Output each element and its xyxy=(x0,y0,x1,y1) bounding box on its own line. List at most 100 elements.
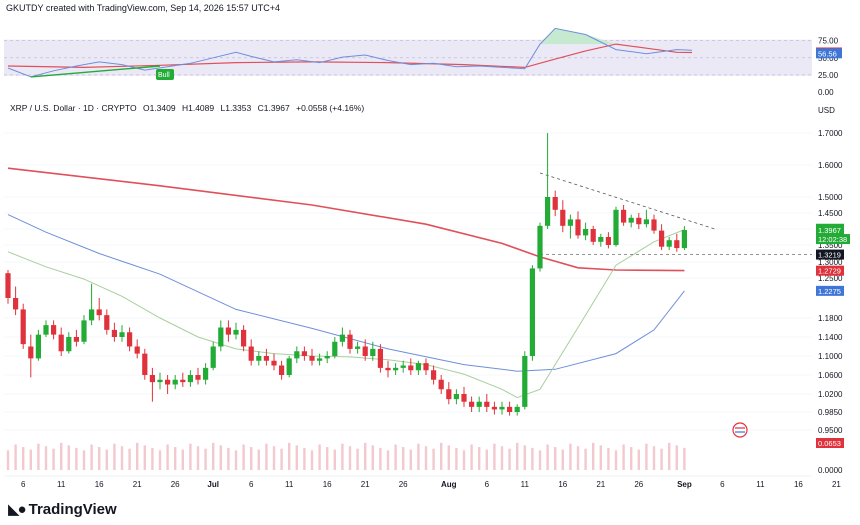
candle-body[interactable] xyxy=(453,394,459,400)
candle-body[interactable] xyxy=(575,219,581,236)
candle-body[interactable] xyxy=(469,401,475,407)
descending-trend-line[interactable] xyxy=(539,172,715,230)
candle-body[interactable] xyxy=(43,325,49,335)
candle-body[interactable] xyxy=(317,358,323,361)
candle-body[interactable] xyxy=(248,346,254,361)
candle-body[interactable] xyxy=(355,346,361,349)
candle-body[interactable] xyxy=(81,320,87,342)
candle-body[interactable] xyxy=(583,229,589,236)
candle-body[interactable] xyxy=(674,240,680,249)
candle-body[interactable] xyxy=(507,406,513,412)
candle-body[interactable] xyxy=(339,334,345,342)
candle-body[interactable] xyxy=(66,337,72,352)
symbol-name[interactable]: XRP / U.S. Dollar · 1D · CRYPTO xyxy=(10,103,137,113)
candle-body[interactable] xyxy=(446,389,452,400)
us-flag-icon[interactable] xyxy=(732,422,748,438)
candle-body[interactable] xyxy=(5,273,11,298)
time-tick-label: 6 xyxy=(249,480,254,489)
candle-body[interactable] xyxy=(560,209,566,226)
candle-body[interactable] xyxy=(499,406,505,410)
candle-body[interactable] xyxy=(438,379,444,390)
candle-body[interactable] xyxy=(51,325,57,335)
candle-body[interactable] xyxy=(172,379,178,385)
candle-body[interactable] xyxy=(104,315,110,330)
candle-body[interactable] xyxy=(13,298,19,310)
candle-body[interactable] xyxy=(203,367,209,380)
candle-body[interactable] xyxy=(119,332,125,337)
bull-divergence-badge[interactable] xyxy=(156,68,174,80)
candle-body[interactable] xyxy=(666,240,672,247)
candle-body[interactable] xyxy=(476,401,482,407)
candle-body[interactable] xyxy=(309,356,315,361)
candle-body[interactable] xyxy=(187,375,193,383)
candle-body[interactable] xyxy=(73,337,79,342)
price-tick-label: 1.3000 xyxy=(818,258,843,267)
candle-body[interactable] xyxy=(58,334,64,352)
candle-body[interactable] xyxy=(324,356,330,359)
candle-body[interactable] xyxy=(111,329,117,337)
candle-body[interactable] xyxy=(545,197,551,226)
candle-body[interactable] xyxy=(522,356,528,407)
candle-body[interactable] xyxy=(537,225,543,269)
candle-body[interactable] xyxy=(423,363,429,371)
candle-body[interactable] xyxy=(643,219,649,225)
candle-body[interactable] xyxy=(157,379,163,383)
candle-body[interactable] xyxy=(621,209,627,223)
candle-body[interactable] xyxy=(332,341,338,356)
candle-body[interactable] xyxy=(484,401,490,407)
candle-body[interactable] xyxy=(127,332,133,347)
candle-body[interactable] xyxy=(613,209,619,245)
candle-body[interactable] xyxy=(362,346,368,357)
candle-body[interactable] xyxy=(195,375,201,380)
candle-body[interactable] xyxy=(605,237,611,245)
candle-body[interactable] xyxy=(681,230,687,249)
candle-body[interactable] xyxy=(636,217,642,225)
candle-body[interactable] xyxy=(377,348,383,368)
candle-body[interactable] xyxy=(598,237,604,242)
ma-blue-line xyxy=(7,214,685,372)
candle-body[interactable] xyxy=(233,329,239,335)
candle-body[interactable] xyxy=(385,367,391,371)
candle-body[interactable] xyxy=(370,348,376,356)
candle-body[interactable] xyxy=(491,406,497,410)
candle-body[interactable] xyxy=(279,365,285,376)
candle-body[interactable] xyxy=(347,334,353,349)
candle-body[interactable] xyxy=(263,356,269,361)
candle-body[interactable] xyxy=(165,379,171,385)
candle-body[interactable] xyxy=(529,268,535,356)
candle-body[interactable] xyxy=(408,365,414,371)
candle-body[interactable] xyxy=(180,379,186,383)
candle-body[interactable] xyxy=(218,327,224,347)
candle-body[interactable] xyxy=(142,353,148,375)
candle-body[interactable] xyxy=(514,406,520,412)
candle-body[interactable] xyxy=(301,351,307,356)
candle-body[interactable] xyxy=(628,217,634,223)
candle-body[interactable] xyxy=(393,367,399,371)
candle-body[interactable] xyxy=(567,219,573,226)
candle-body[interactable] xyxy=(651,219,657,231)
candle-body[interactable] xyxy=(134,346,140,354)
candle-body[interactable] xyxy=(400,365,406,368)
candle-body[interactable] xyxy=(96,309,102,316)
candle-body[interactable] xyxy=(210,346,216,368)
candle-body[interactable] xyxy=(431,370,437,380)
candle-body[interactable] xyxy=(149,375,155,383)
tradingview-logo[interactable]: ◣● TradingView xyxy=(8,500,117,519)
candle-body[interactable] xyxy=(461,394,467,402)
candle-body[interactable] xyxy=(552,197,558,210)
candle-body[interactable] xyxy=(89,309,95,321)
candle-body[interactable] xyxy=(225,327,231,335)
candle-body[interactable] xyxy=(659,230,665,247)
candle-body[interactable] xyxy=(271,360,277,366)
candle-body[interactable] xyxy=(415,363,421,371)
candle-body[interactable] xyxy=(590,229,596,242)
candle-body[interactable] xyxy=(286,358,292,375)
candle-body[interactable] xyxy=(241,329,247,347)
candle-body[interactable] xyxy=(28,346,34,359)
candle-body[interactable] xyxy=(35,334,41,359)
candle-body[interactable] xyxy=(20,309,26,345)
volume-bar xyxy=(637,449,640,470)
candle-body[interactable] xyxy=(256,356,262,361)
candle-body[interactable] xyxy=(294,351,300,359)
